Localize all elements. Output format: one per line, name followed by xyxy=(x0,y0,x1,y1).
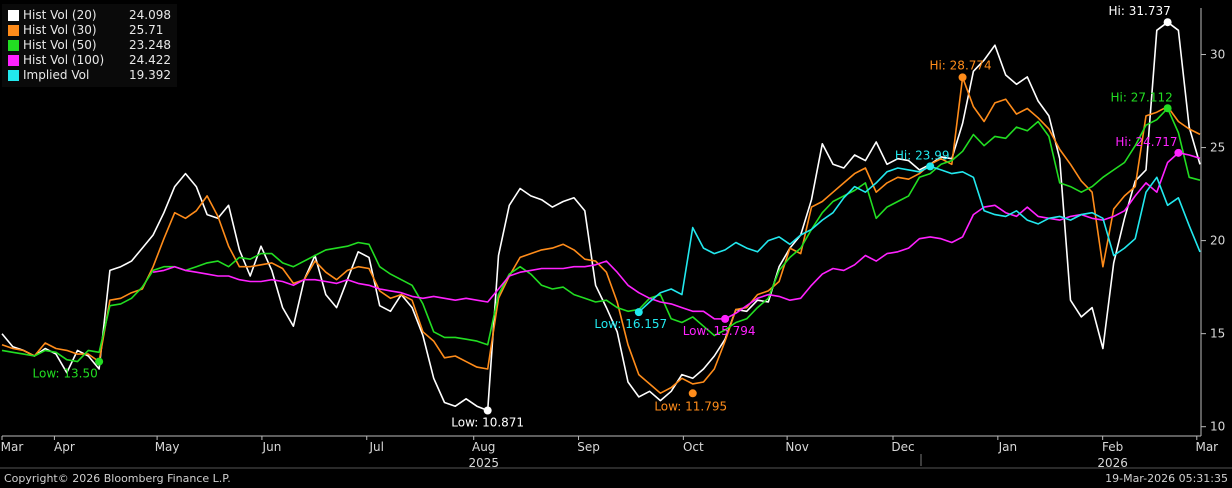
x-tick-label: Mar xyxy=(1,440,24,454)
y-tick-label: 10 xyxy=(1210,420,1225,434)
year-label: 2025 xyxy=(468,456,499,470)
x-tick-label: Oct xyxy=(683,440,704,454)
x-tick-label: Dec xyxy=(891,440,914,454)
x-tick-label: Jan xyxy=(998,440,1018,454)
x-tick-label: Jul xyxy=(369,440,384,454)
year-label: 2026 xyxy=(1097,456,1128,470)
extreme-label: Hi: 28.774 xyxy=(929,58,991,72)
legend-swatch-hv20 xyxy=(8,10,19,21)
x-tick-label: Feb xyxy=(1102,440,1123,454)
series-line xyxy=(152,152,1201,320)
extreme-label: Low: 15.794 xyxy=(683,324,756,338)
legend-name: Implied Vol xyxy=(23,68,90,82)
x-tick-label: Sep xyxy=(577,440,600,454)
y-tick-label: 20 xyxy=(1210,234,1225,248)
y-tick-label: 15 xyxy=(1210,327,1225,341)
y-tick-label: 25 xyxy=(1210,141,1225,155)
y-tick-label: 30 xyxy=(1210,48,1225,62)
series-line xyxy=(1,76,1201,394)
legend-value: 24.098 xyxy=(129,8,171,22)
extreme-label: Low: 13.50 xyxy=(33,367,98,381)
extreme-label: Hi: 24.717 xyxy=(1115,135,1177,149)
legend-name: Hist Vol (30) xyxy=(23,23,97,37)
extreme-marker xyxy=(95,357,104,366)
x-tick-label: Nov xyxy=(785,440,808,454)
legend-swatch-hv30 xyxy=(8,25,19,36)
legend-swatch-hv100 xyxy=(8,55,19,66)
extreme-marker xyxy=(958,73,967,82)
extreme-marker xyxy=(688,389,697,398)
legend: Hist Vol (20) 24.098 Hist Vol (30) 25.71 H… xyxy=(2,4,177,87)
extreme-label: Low: 10.871 xyxy=(451,415,524,429)
legend-name: Hist Vol (50) xyxy=(23,38,97,52)
extreme-marker xyxy=(1174,148,1183,157)
extreme-marker xyxy=(926,162,935,171)
x-tick-label: Jun xyxy=(262,440,282,454)
legend-swatch-hv50 xyxy=(8,40,19,51)
timestamp-text: 19-Mar-2026 05:31:35 xyxy=(1105,472,1228,485)
series-line xyxy=(1,107,1201,363)
legend-value: 25.71 xyxy=(129,23,164,37)
x-tick-label: Mar xyxy=(1195,440,1218,454)
x-tick-label: Apr xyxy=(54,440,75,454)
legend-row: Hist Vol (50) 23.248 xyxy=(8,38,171,53)
legend-row: Hist Vol (30) 25.71 xyxy=(8,23,171,38)
legend-value: 24.422 xyxy=(129,53,171,67)
copyright-text: Copyright© 2026 Bloomberg Finance L.P. xyxy=(4,472,231,485)
extreme-marker xyxy=(634,308,643,317)
legend-row: Implied Vol 19.392 xyxy=(8,68,171,83)
x-tick-label: May xyxy=(155,440,180,454)
x-tick-label: Aug xyxy=(472,440,495,454)
legend-name: Hist Vol (20) xyxy=(23,8,97,22)
legend-name: Hist Vol (100) xyxy=(23,53,105,67)
extreme-marker xyxy=(483,406,492,415)
extreme-label: Hi: 31.737 xyxy=(1109,4,1171,18)
legend-swatch-implied xyxy=(8,70,19,81)
extreme-marker xyxy=(1163,104,1172,113)
legend-row: Hist Vol (20) 24.098 xyxy=(8,8,171,23)
extreme-marker xyxy=(1163,18,1172,27)
series-line xyxy=(638,165,1201,313)
legend-value: 19.392 xyxy=(129,68,171,82)
extreme-marker xyxy=(721,314,730,323)
legend-row: Hist Vol (100) 24.422 xyxy=(8,53,171,68)
extreme-label: Hi: 23.99 xyxy=(895,148,950,162)
extreme-label: Low: 11.795 xyxy=(654,399,727,413)
legend-value: 23.248 xyxy=(129,38,171,52)
extreme-label: Hi: 27.112 xyxy=(1111,90,1173,104)
series-line xyxy=(1,21,1201,412)
extreme-label: Low: 16.157 xyxy=(594,317,667,331)
